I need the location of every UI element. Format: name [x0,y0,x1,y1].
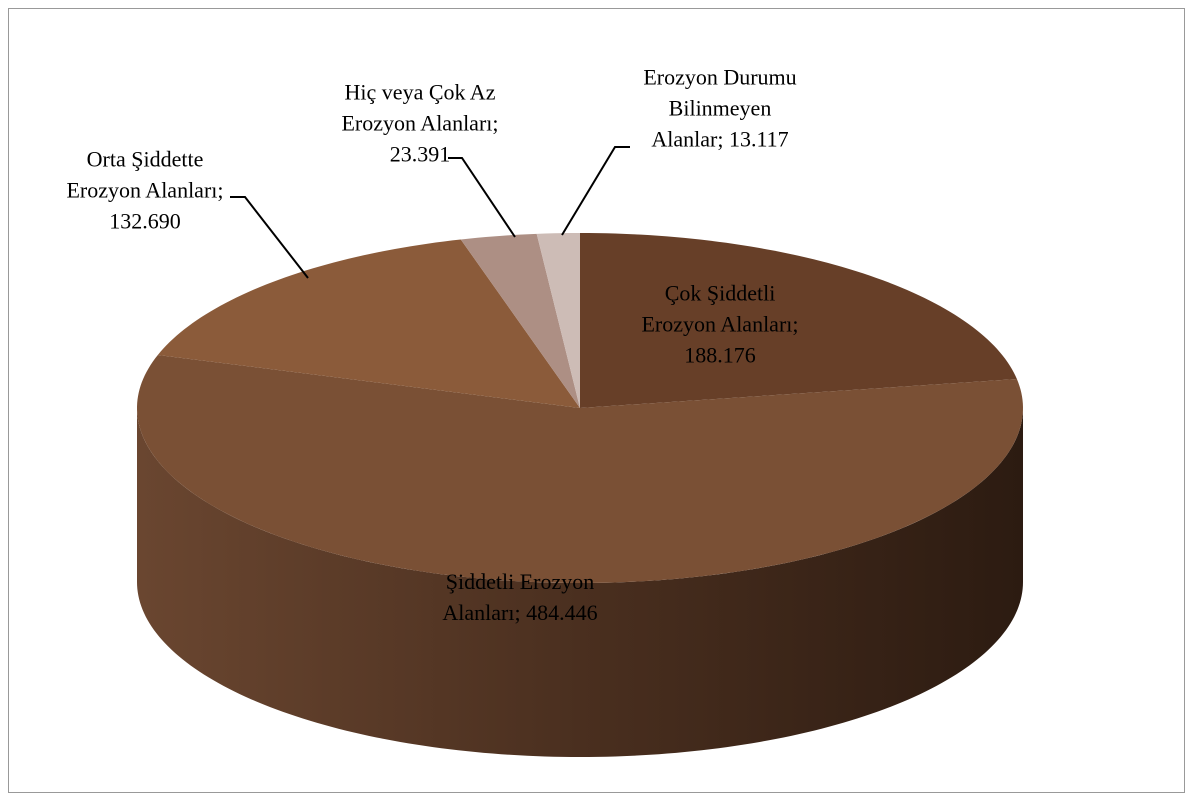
label-value: 13.117 [728,126,789,152]
chart-border [8,8,1185,793]
label-separator: ; [514,600,527,625]
data-label: Erozyon Durumu Bilinmeyen Alanlar; 13.11… [635,62,805,155]
slice-side [137,408,1023,757]
label-category: Hiç veya Çok Az Erozyon Alanları [341,79,496,136]
slice [536,233,580,408]
slice [580,233,1017,408]
data-label: Çok Şiddetli Erozyon Alanları; 188.176 [625,278,815,371]
label-value: 132.690 [109,208,181,234]
label-separator: ; [792,311,799,337]
label-separator: ; [217,177,224,203]
data-label: Şiddetli Erozyon Alanları; 484.446 [418,566,623,628]
label-value: 23.391 [389,141,451,167]
data-label: Orta Şiddette Erozyon Alanları; 132.690 [53,144,238,237]
label-category: Çok Şiddetli Erozyon Alanları [641,280,793,337]
slice [157,239,580,408]
label-category: Orta Şiddette Erozyon Alanları [66,146,218,203]
label-separator: ; [492,110,499,136]
leader-line [230,196,309,279]
label-value: 484.446 [526,600,598,625]
label-value: 188.176 [684,342,756,368]
slice [460,233,580,408]
label-category: Erozyon Durumu Bilinmeyen Alanlar [643,64,797,152]
pie [137,233,1023,757]
label-separator: ; [717,126,729,152]
slice [137,354,1023,583]
data-label: Hiç veya Çok Az Erozyon Alanları; 23.391 [325,77,515,170]
label-category: Şiddetli Erozyon Alanları [442,569,595,625]
leader-line [448,157,516,238]
leader-line [561,146,630,236]
